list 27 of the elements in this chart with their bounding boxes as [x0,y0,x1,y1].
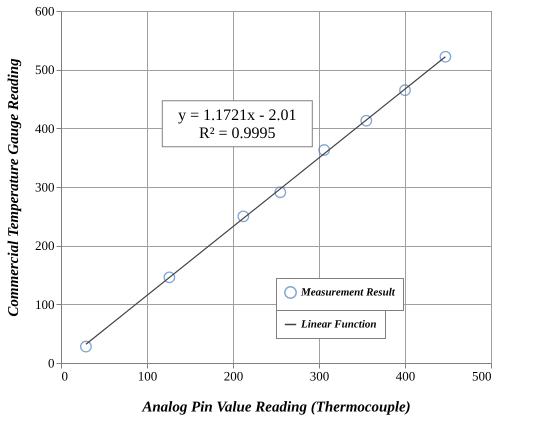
x-tick-label: 0 [62,368,68,384]
y-tick-label: 0 [48,356,54,370]
point [360,114,372,127]
x-tick-label: 200 [224,368,244,384]
y-tick-label: 300 [35,180,54,194]
x-tick-label: 100 [138,368,158,384]
y-axis-title: Commercial Temperature Gauge Reading [6,58,22,317]
point [237,210,250,222]
legend-label: Linear Function [300,318,376,330]
annotation: y = 1.1721x - 2.01 [178,106,296,124]
x-tick-label: 300 [310,368,330,384]
y-tick-label: 600 [35,4,54,18]
legend-label: Measurement Result [300,286,396,298]
y-tick-label: 400 [35,120,54,136]
point [399,84,411,96]
point [318,144,330,156]
point [440,50,452,63]
y-tick-label: 200 [35,238,54,254]
y-tick-label: 100 [35,296,54,312]
x-tick-label: 500 [472,368,492,384]
point [163,271,176,284]
x-tick-label: 400 [396,368,416,384]
annotation: R² = 0.9995 [199,124,276,142]
y-tick-label: 500 [35,62,54,78]
point [274,186,286,198]
x-axis-title: Analog Pin Value Reading (Thermocouple) [141,400,411,416]
point [80,340,92,352]
